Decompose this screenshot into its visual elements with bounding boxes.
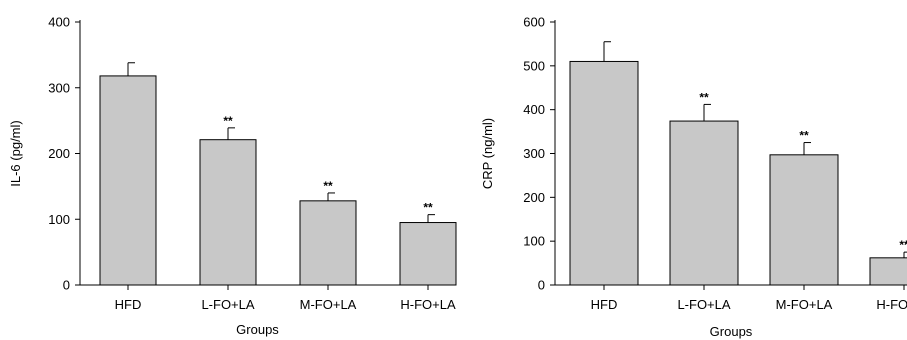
bar	[669, 120, 739, 286]
bar	[399, 222, 457, 286]
x-tick-label: HFD	[591, 297, 618, 312]
x-tick-label: HFD	[115, 297, 142, 312]
x-tick-label: H-FO+LA	[400, 297, 456, 312]
x-tick-label: H-FO+LA	[876, 297, 907, 312]
significance-label: **	[799, 129, 809, 143]
bar	[99, 75, 157, 286]
bar	[869, 257, 907, 286]
y-tick-label: 300	[523, 146, 545, 161]
bar	[299, 200, 357, 286]
y-tick-label: 300	[48, 80, 70, 95]
bar	[199, 139, 257, 286]
significance-label: **	[699, 90, 709, 104]
y-tick-label: 200	[523, 190, 545, 205]
y-tick-label: 100	[48, 212, 70, 227]
y-tick-label: 0	[538, 278, 545, 293]
y-tick-label: 100	[523, 234, 545, 249]
crp-chart: HFD ** L-FO+LA ** M-FO+LA ** H-FO+LA 0 100 200 300…	[480, 15, 907, 339]
y-tick-label: 400	[523, 102, 545, 117]
x-tick-label: M-FO+LA	[300, 297, 357, 312]
bar	[569, 60, 639, 286]
significance-label: **	[323, 179, 333, 193]
significance-label: **	[223, 114, 233, 128]
y-tick-label: 400	[48, 15, 70, 30]
y-tick-label: 200	[48, 146, 70, 161]
x-axis-title: Groups	[710, 324, 753, 339]
x-axis-title: Groups	[236, 322, 279, 337]
significance-label: **	[423, 201, 433, 215]
y-tick-label: 500	[523, 58, 545, 73]
y-tick-label: 600	[523, 15, 545, 30]
bar	[769, 154, 839, 286]
y-axis-title: IL-6 (pg/ml)	[8, 120, 23, 186]
x-tick-label: L-FO+LA	[201, 297, 254, 312]
x-tick-label: M-FO+LA	[776, 297, 833, 312]
y-axis-title: CRP (ng/ml)	[480, 118, 495, 189]
x-tick-label: L-FO+LA	[677, 297, 730, 312]
il6-chart: HFD ** L-FO+LA ** M-FO+LA ** H-FO+LA 0 100 200 300…	[8, 15, 457, 337]
significance-label: **	[899, 238, 907, 252]
y-tick-label: 0	[63, 278, 70, 293]
